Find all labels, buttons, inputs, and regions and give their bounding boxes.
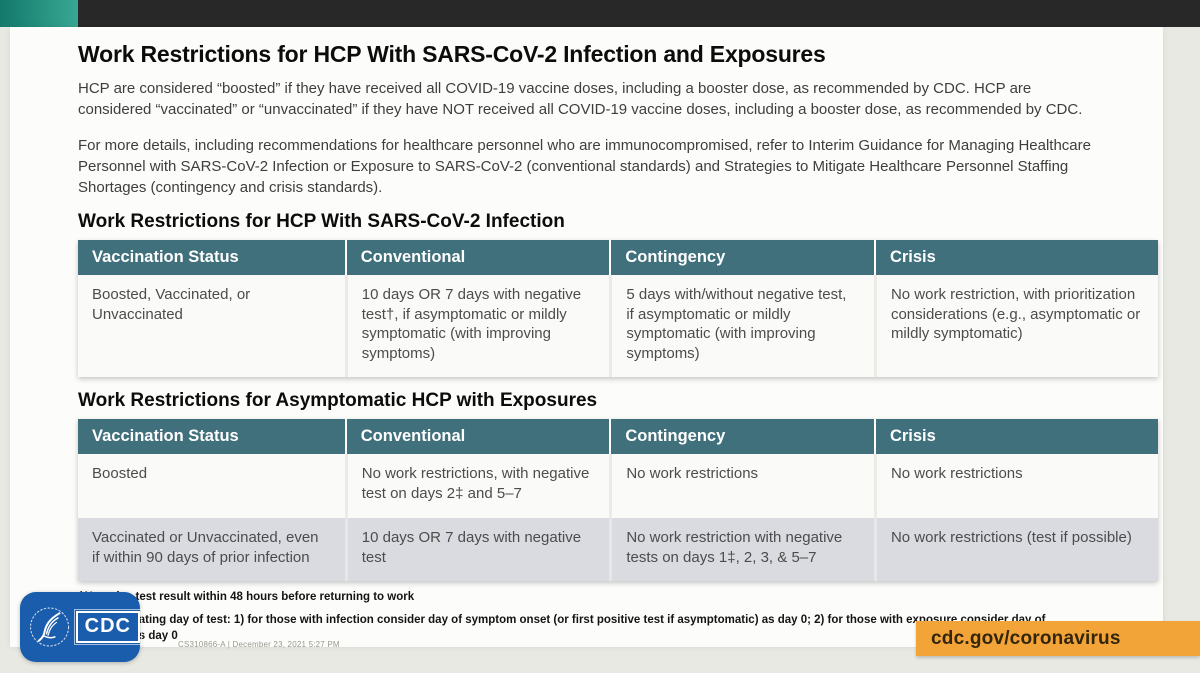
intro-paragraph-1: HCP are considered “boosted” if they hav…	[78, 80, 1083, 119]
cell-contingency: 5 days with/without negative test, if as…	[609, 275, 874, 378]
document-id: CS310866-A | December 23, 2021 5:27 PM	[178, 640, 340, 649]
column-header-vaccination-status: Vaccination Status	[78, 240, 345, 276]
table-row: Vaccinated or Unvaccinated, even if with…	[78, 518, 1158, 582]
page-title: Work Restrictions for HCP With SARS-CoV-…	[78, 41, 826, 67]
column-header-vaccination-status: Vaccination Status	[78, 419, 345, 455]
section-heading-exposures: Work Restrictions for Asymptomatic HCP w…	[78, 390, 598, 412]
cell-crisis: No work restrictions	[873, 454, 1158, 519]
cell-contingency: No work restriction with negative tests …	[609, 518, 874, 582]
cdc-url-text: cdc.gov/coronavirus	[931, 627, 1121, 649]
column-header-conventional: Conventional	[344, 240, 610, 276]
column-header-contingency: Contingency	[609, 240, 874, 276]
cell-contingency: No work restrictions	[609, 454, 874, 519]
cell-crisis: No work restriction, with prioritization…	[873, 275, 1158, 378]
cell-crisis: No work restrictions (test if possible)	[873, 518, 1158, 582]
cdc-logo-text: CDC	[73, 609, 143, 645]
table-row: Boosted No work restrictions, with negat…	[78, 454, 1158, 519]
table-header-row: Vaccination Status Conventional Continge…	[78, 419, 1158, 455]
cdc-logo: CDC	[20, 592, 143, 662]
top-title-bar	[78, 0, 1200, 27]
column-header-conventional: Conventional	[344, 419, 610, 455]
column-header-crisis: Crisis	[873, 419, 1158, 455]
table-header-row: Vaccination Status Conventional Continge…	[78, 240, 1158, 276]
section-heading-infection: Work Restrictions for HCP With SARS-CoV-…	[78, 211, 565, 233]
content-card: Work Restrictions for HCP With SARS-CoV-…	[10, 27, 1163, 647]
cell-conventional: No work restrictions, with negative test…	[344, 454, 610, 519]
column-header-crisis: Crisis	[873, 240, 1158, 276]
cell-conventional: 10 days OR 7 days with negative test†, i…	[344, 275, 610, 378]
intro-paragraph-2: For more details, including recommendati…	[78, 136, 1091, 197]
cell-conventional: 10 days OR 7 days with negative test	[344, 518, 610, 582]
column-header-contingency: Contingency	[609, 419, 874, 455]
cdc-url-banner: cdc.gov/coronavirus	[916, 621, 1200, 656]
cell-vaccination-status: Boosted, Vaccinated, or Unvaccinated	[78, 275, 345, 378]
cell-vaccination-status: Boosted	[78, 454, 345, 519]
table-row: Boosted, Vaccinated, or Unvaccinated 10 …	[78, 275, 1158, 378]
hhs-eagle-icon	[30, 607, 70, 647]
footnote-dagger: †Negative test result within 48 hours be…	[78, 591, 415, 604]
exposure-table: Vaccination Status Conventional Continge…	[78, 419, 1158, 582]
cell-vaccination-status: Vaccinated or Unvaccinated, even if with…	[78, 518, 345, 582]
infection-table: Vaccination Status Conventional Continge…	[78, 240, 1158, 378]
top-accent-bar	[0, 0, 78, 27]
